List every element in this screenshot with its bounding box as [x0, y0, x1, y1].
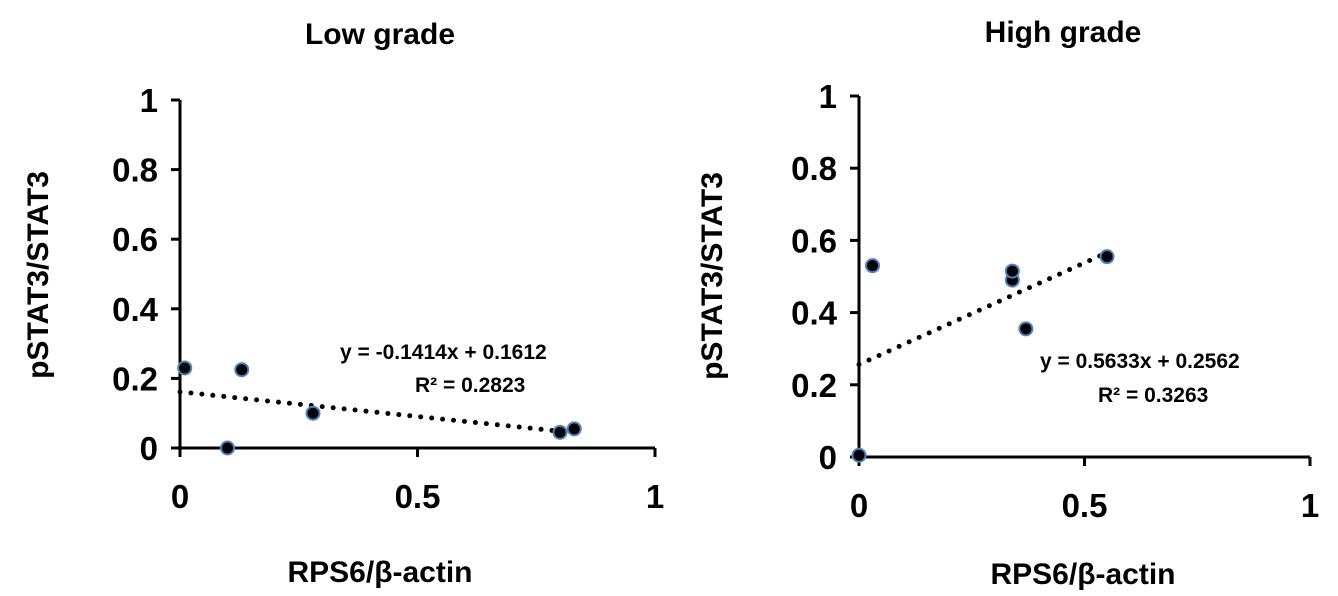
data-point	[1099, 249, 1115, 265]
data-point	[234, 362, 250, 378]
y-tick-label: 0	[819, 439, 837, 476]
y-tick-label: 0.8	[791, 150, 837, 187]
data-point	[566, 421, 582, 437]
trendline-equation: y = -0.1414x + 0.1612	[340, 341, 547, 364]
data-point	[552, 424, 568, 440]
y-tick-label: 0.8	[112, 152, 158, 189]
r-squared-label: R² = 0.3263	[1098, 384, 1208, 407]
x-tick-label: 0.5	[395, 478, 441, 515]
x-axis-label: RPS6/β-actin	[287, 556, 472, 589]
y-tick-label: 0.4	[791, 295, 838, 332]
y-tick-label: 1	[140, 82, 158, 119]
r-squared-label: R² = 0.2823	[415, 374, 525, 397]
trendline-equation: y = 0.5633x + 0.2562	[1040, 350, 1240, 373]
x-tick-label: 1	[1301, 487, 1319, 524]
data-point	[865, 258, 881, 274]
data-point	[220, 440, 235, 456]
y-tick-label: 1	[819, 78, 837, 115]
chart-title: Low grade	[305, 18, 455, 51]
y-tick-label: 0.4	[112, 291, 159, 328]
chart-low-grade: 0 0.2 0.4 0.6 0.8 1 0 0.5 1 Low grade RPS6/β-actin…	[22, 18, 664, 589]
data-point	[305, 405, 321, 421]
data-point	[851, 447, 867, 463]
trendline	[856, 250, 1110, 368]
y-tick-label: 0	[140, 430, 158, 467]
y-tick-label: 0.6	[112, 221, 158, 258]
data-point	[177, 360, 193, 376]
y-axis-label: pSTAT3/STAT3	[22, 171, 55, 379]
x-tick-label: 0.5	[1062, 487, 1108, 524]
x-tick-label: 0	[171, 478, 189, 515]
x-tick-label: 1	[646, 478, 664, 515]
trendline	[177, 389, 577, 436]
y-tick-label: 0.2	[791, 367, 837, 404]
x-axis-label: RPS6/β-actin	[990, 558, 1175, 591]
chart-title: High grade	[985, 16, 1142, 49]
chart-high-grade: 0 0.2 0.4 0.6 0.8 1 0 0.5 1 High grade RPS6/β-acti…	[696, 16, 1319, 591]
x-tick-label: 0	[850, 487, 868, 524]
data-point	[1004, 263, 1020, 279]
data-point	[1018, 321, 1034, 337]
y-axis-label: pSTAT3/STAT3	[696, 172, 729, 380]
y-tick-label: 0.2	[112, 360, 158, 397]
y-tick-label: 0.6	[791, 222, 837, 259]
